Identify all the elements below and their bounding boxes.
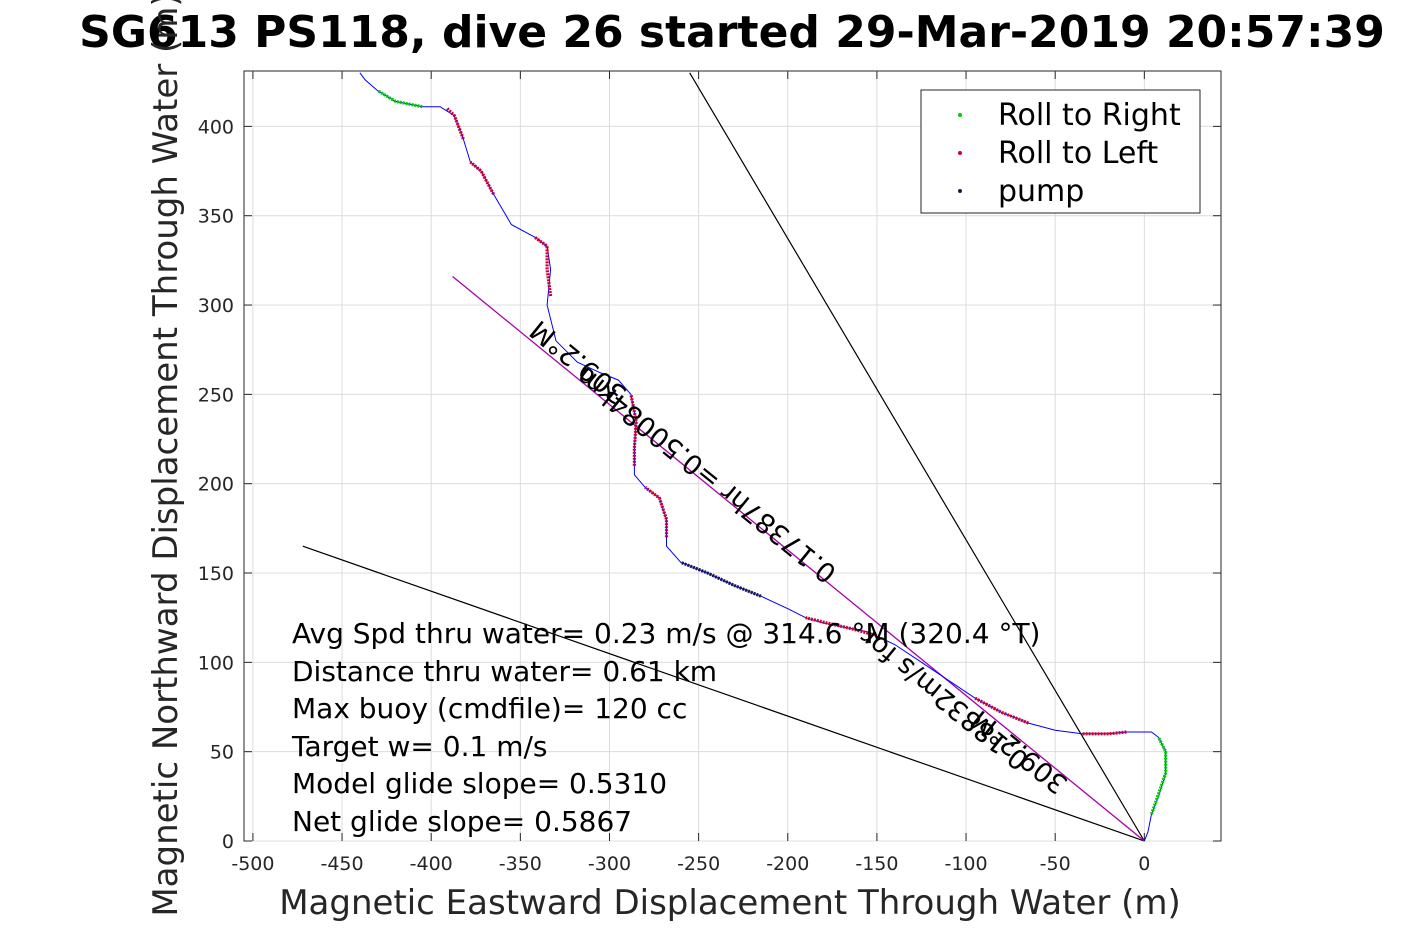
annotation-block: Avg Spd thru water= 0.23 m/s @ 314.6 °M … (291, 617, 1040, 838)
x-tick-label: -250 (677, 853, 720, 875)
annotation-max-buoy: Max buoy (cmdfile)= 120 cc (292, 692, 687, 725)
legend-entry-roll-left: Roll to Left (998, 136, 1158, 171)
roll-left-segment (446, 107, 465, 140)
reference-line (689, 72, 1145, 842)
x-tick-label: -100 (944, 853, 987, 875)
y-tick-label: 300 (198, 295, 234, 317)
roll-left-segment (533, 235, 553, 297)
roll-left-segment (629, 394, 638, 466)
average-heading-line (452, 275, 1145, 842)
annotation-target-w: Target w= 0.1 m/s (291, 730, 548, 763)
x-tick-label: -400 (410, 853, 453, 875)
annotation-model-glide: Model glide slope= 0.5310 (292, 767, 667, 800)
roll-left-segment (644, 486, 669, 538)
y-tick-label: 400 (198, 116, 234, 138)
legend-box (920, 89, 1201, 214)
y-tick-label: 200 (198, 474, 234, 496)
y-tick-label: 250 (198, 384, 234, 406)
annotation-avg-speed: Avg Spd thru water= 0.23 m/s @ 314.6 °M … (292, 617, 1040, 650)
legend-marker-roll-right (958, 113, 962, 117)
track-line (359, 72, 1167, 842)
roll-right-segment (1149, 736, 1168, 815)
annotation-distance: Distance thru water= 0.61 km (292, 655, 717, 688)
y-tick-label: 50 (210, 742, 234, 764)
legend-entry-roll-right: Roll to Right (998, 98, 1181, 133)
roll-left-segment (805, 616, 878, 638)
y-tick-label: 100 (198, 652, 234, 674)
y-tick-label: 150 (198, 563, 234, 585)
x-tick-label: -150 (855, 853, 898, 875)
y-tick-label: 350 (198, 206, 234, 228)
annotation-net-glide: Net glide slope= 0.5867 (292, 805, 632, 838)
x-axis-label: Magnetic Eastward Displacement Through W… (279, 883, 1181, 923)
x-tick-label: -200 (766, 853, 809, 875)
pump-segment (680, 560, 762, 598)
legend-marker-roll-left (958, 151, 962, 155)
x-tick-label: -350 (499, 853, 542, 875)
x-tick-label: 0 (1138, 853, 1150, 875)
roll-left-segment (974, 696, 1030, 725)
y-tick-label: 0 (222, 831, 234, 853)
roll-right-segment (376, 89, 423, 109)
x-tick-label: -50 (1040, 853, 1071, 875)
ticks: -500 -450 -400 -350 -300 -250 -200 -150 -100 -50 0… (198, 71, 1221, 875)
legend-marker-pump (958, 189, 962, 193)
markers (376, 89, 1168, 815)
legend: Roll to Right Roll to Left pump (920, 89, 1201, 214)
x-tick-label: -300 (588, 853, 631, 875)
y-axis-label: Magnetic Northward Displacement Through … (146, 0, 186, 917)
track (359, 72, 1167, 842)
legend-entry-pump: pump (998, 174, 1084, 209)
reference-line (302, 545, 1145, 842)
chart-title: SG613 PS118, dive 26 started 29-Mar-2019… (79, 7, 1385, 58)
reference-lines (302, 72, 1145, 842)
x-tick-label: -500 (231, 853, 274, 875)
x-tick-label: -450 (320, 853, 363, 875)
